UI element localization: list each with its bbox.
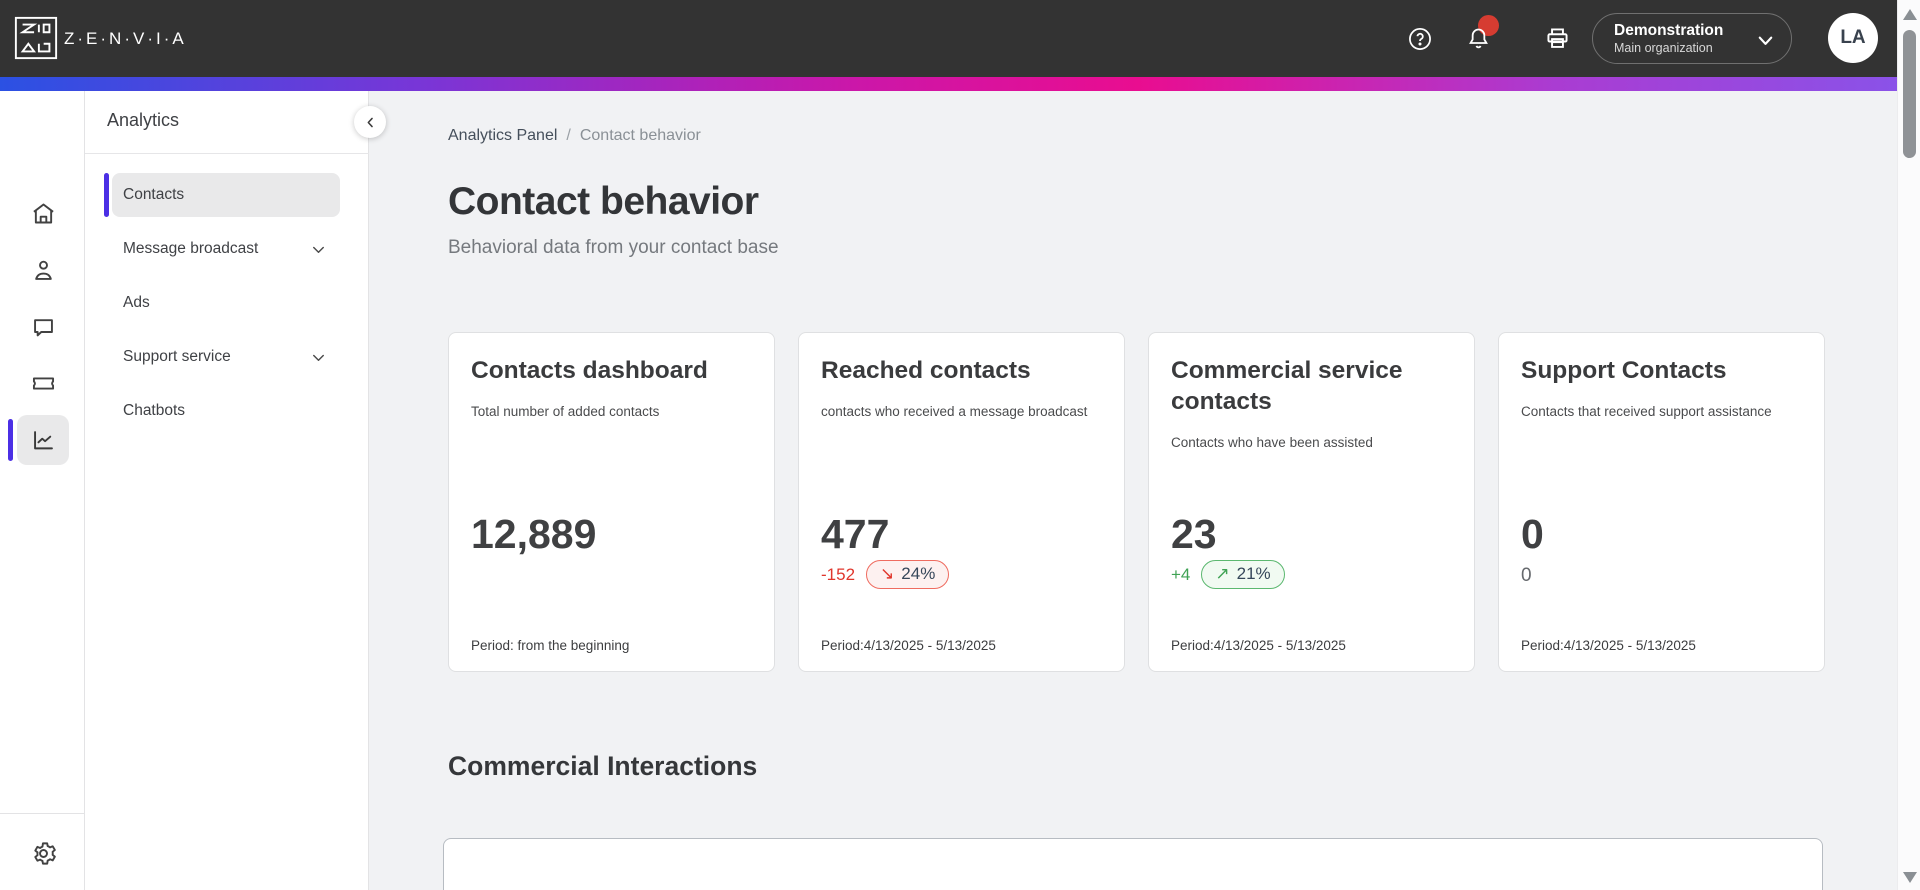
delta-row: -152 ↘ 24%: [821, 560, 950, 589]
sidebar-item-ads[interactable]: Ads: [112, 281, 340, 325]
card-value: 0: [1521, 511, 1544, 557]
settings-gear-icon[interactable]: [17, 828, 69, 878]
card-support-contacts: Support Contacts Contacts that received …: [1498, 332, 1825, 672]
sidebar-item-label: Contacts: [123, 186, 185, 203]
sidebar-item-label: Ads: [123, 294, 150, 311]
card-period: Period:4/13/2025 - 5/13/2025: [821, 638, 996, 653]
scrollbar-thumb[interactable]: [1903, 30, 1916, 158]
scroll-up-arrow[interactable]: [1903, 9, 1917, 20]
home-icon[interactable]: [17, 188, 69, 238]
delta-change: -152: [821, 564, 856, 584]
sidebar-divider: [85, 153, 369, 154]
trend-badge: ↗ 21%: [1201, 560, 1285, 589]
sidebar-collapse-button[interactable]: [354, 106, 386, 138]
card-description: contacts who received a message broadcas…: [821, 404, 1088, 419]
top-bar: Z·E·N·V·I·A Demonstration: [0, 0, 1897, 77]
org-switcher[interactable]: Demonstration Main organization: [1592, 13, 1792, 64]
delta-percent: 24%: [901, 564, 936, 583]
sidebar-item-label: Chatbots: [123, 402, 186, 419]
sidebar-item-support-service[interactable]: Support service: [112, 335, 340, 379]
card-description: Total number of added contacts: [471, 404, 660, 419]
main-content: Analytics Panel / Contact behavior Conta…: [369, 91, 1897, 890]
contacts-icon[interactable]: [17, 245, 69, 295]
card-title: Contacts dashboard: [471, 357, 708, 384]
zenvia-logo-text: Z·E·N·V·I·A: [64, 28, 187, 48]
analytics-icon[interactable]: [17, 415, 69, 465]
trend-up-icon: ↗: [1215, 564, 1230, 583]
delta-percent: 21%: [1236, 564, 1271, 583]
chevron-down-icon: [309, 348, 328, 367]
trend-badge: ↘ 24%: [866, 560, 950, 589]
breadcrumb-separator: /: [566, 127, 571, 144]
analytics-sidebar: Analytics Contacts Message broadcast Ads…: [85, 91, 369, 890]
scrollbar[interactable]: [1897, 0, 1920, 890]
avatar-initials: LA: [1840, 27, 1866, 48]
card-value: 477: [821, 511, 890, 557]
sidebar-item-label: Support service: [123, 348, 231, 365]
sidebar-item-contacts[interactable]: Contacts: [104, 173, 340, 217]
sidebar-item-chatbots[interactable]: Chatbots: [112, 389, 340, 433]
card-reached-contacts: Reached contacts contacts who received a…: [798, 332, 1125, 672]
section-heading-commercial-interactions: Commercial Interactions: [448, 751, 758, 781]
breadcrumb-current: Contact behavior: [579, 127, 701, 144]
card-description: Contacts that received support assistanc…: [1521, 404, 1772, 419]
card-period: Period:4/13/2025 - 5/13/2025: [1521, 638, 1696, 653]
scroll-down-arrow[interactable]: [1903, 872, 1917, 883]
active-rail-indicator: [8, 419, 13, 461]
sidebar-item-message-broadcast[interactable]: Message broadcast: [112, 227, 340, 271]
zenvia-logo-icon: [13, 15, 59, 61]
card-title: Reached contacts: [821, 357, 1031, 384]
sidebar-item-label: Message broadcast: [123, 240, 259, 257]
avatar[interactable]: LA: [1828, 13, 1878, 63]
card-contacts-dashboard: Contacts dashboard Total number of added…: [448, 332, 775, 672]
card-title: Commercial service contacts: [1171, 357, 1403, 415]
card-period: Period: from the beginning: [471, 638, 630, 653]
brand-gradient-bar: [0, 77, 1897, 91]
page-subtitle: Behavioral data from your contact base: [448, 237, 779, 258]
card-commercial-service-contacts: Commercial service contacts Contacts who…: [1148, 332, 1475, 672]
page-title: Contact behavior: [448, 180, 759, 223]
stat-cards-row: Contacts dashboard Total number of added…: [448, 332, 1897, 672]
org-subtitle: Main organization: [1614, 41, 1713, 55]
trend-down-icon: ↘: [880, 564, 895, 583]
card-period: Period:4/13/2025 - 5/13/2025: [1171, 638, 1346, 653]
delta-change: +4: [1171, 564, 1191, 584]
org-name: Demonstration: [1614, 22, 1724, 39]
printer-icon[interactable]: [1537, 0, 1577, 77]
sidebar-nav: Contacts Message broadcast Ads Support s…: [85, 173, 369, 443]
breadcrumb-analytics-panel[interactable]: Analytics Panel: [448, 127, 558, 144]
chevron-down-icon: [1754, 29, 1777, 52]
chevron-left-icon: [363, 115, 378, 130]
icon-rail: [0, 91, 85, 890]
ticket-icon[interactable]: [17, 358, 69, 408]
commercial-interactions-panel: [443, 838, 1823, 890]
card-title: Support Contacts: [1521, 357, 1727, 384]
breadcrumb: Analytics Panel / Contact behavior: [448, 127, 1897, 145]
conversations-icon[interactable]: [17, 302, 69, 352]
sidebar-title: Analytics: [107, 110, 180, 130]
chevron-down-icon: [309, 240, 328, 259]
rail-divider: [0, 813, 85, 814]
card-secondary-value: 0: [1521, 565, 1532, 586]
help-icon[interactable]: [1400, 0, 1440, 77]
card-value: 23: [1171, 511, 1217, 557]
notification-dot: [1478, 15, 1499, 36]
card-value: 12,889: [471, 511, 597, 557]
bell-icon[interactable]: [1458, 0, 1498, 77]
card-description: Contacts who have been assisted: [1171, 435, 1373, 450]
delta-row: +4 ↗ 21%: [1171, 560, 1285, 589]
